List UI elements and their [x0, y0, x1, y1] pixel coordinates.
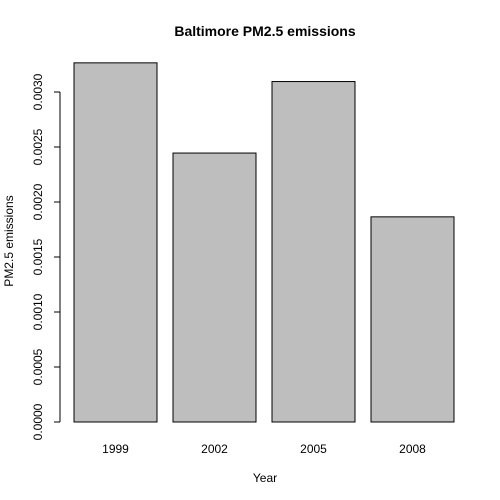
bar-2002	[172, 152, 257, 423]
y-axis: 0.0000 0.0005 0.0010 0.0015 0.0020 0.0025 0.00…	[31, 73, 61, 440]
x-axis-tick-labels: 1999 2002 2005 2008	[102, 442, 426, 456]
y-axis-label: PM2.5 emissions	[2, 195, 16, 286]
bar-2008	[370, 216, 455, 423]
x-axis-tick-label: 2005	[300, 442, 327, 456]
y-axis-tick-label: 0.0015	[31, 238, 45, 275]
y-axis-tick-label: 0.0025	[31, 128, 45, 165]
x-axis-label: Year	[253, 471, 277, 485]
y-axis-tick-label: 0.0010	[31, 293, 45, 330]
x-axis-tick-label: 2008	[399, 442, 426, 456]
y-axis-tick-label: 0.0005	[31, 348, 45, 385]
y-axis-tick-label: 0.0030	[31, 73, 45, 110]
bar-2005	[271, 81, 356, 423]
y-axis-tick-label: 0.0000	[31, 403, 45, 440]
bars-group	[73, 62, 455, 423]
bar-1999	[73, 62, 158, 423]
x-axis-tick-label: 2002	[201, 442, 228, 456]
chart-title: Baltimore PM2.5 emissions	[174, 23, 356, 39]
x-axis-tick-label: 1999	[102, 442, 129, 456]
y-axis-tick-label: 0.0020	[31, 183, 45, 220]
